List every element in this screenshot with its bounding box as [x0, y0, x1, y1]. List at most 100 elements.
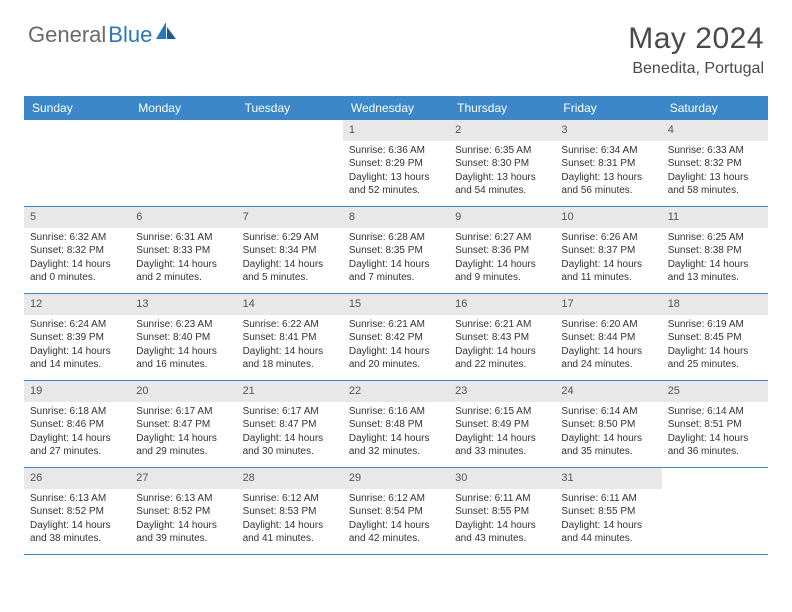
cell-line: Sunset: 8:34 PM: [243, 244, 337, 258]
cell-line: Daylight: 14 hours and 38 minutes.: [30, 519, 124, 546]
calendar-body: 1 Sunrise: 6:36 AMSunset: 8:29 PMDaylight…: [24, 120, 768, 555]
cell-line: Daylight: 13 hours and 52 minutes.: [349, 171, 443, 198]
day-number: 11: [662, 207, 768, 228]
cell-content: Sunrise: 6:34 AMSunset: 8:31 PMDaylight:…: [555, 144, 661, 202]
calendar-row: 5Sunrise: 6:32 AMSunset: 8:32 PMDaylight…: [24, 207, 768, 294]
day-number: 28: [237, 468, 343, 489]
calendar-cell: 4 Sunrise: 6:33 AMSunset: 8:32 PMDaylight…: [662, 120, 768, 206]
cell-line: Daylight: 14 hours and 14 minutes.: [30, 345, 124, 372]
calendar-cell: [662, 468, 768, 554]
cell-line: Daylight: 14 hours and 2 minutes.: [136, 258, 230, 285]
cell-line: Sunrise: 6:14 AM: [561, 405, 655, 419]
day-number: 4: [662, 120, 768, 141]
day-number: 30: [449, 468, 555, 489]
cell-line: Daylight: 14 hours and 25 minutes.: [668, 345, 762, 372]
cell-content: Sunrise: 6:26 AMSunset: 8:37 PMDaylight:…: [555, 231, 661, 289]
cell-line: Daylight: 14 hours and 13 minutes.: [668, 258, 762, 285]
calendar-cell: 14Sunrise: 6:22 AMSunset: 8:41 PMDayligh…: [237, 294, 343, 380]
cell-content: Sunrise: 6:33 AMSunset: 8:32 PMDaylight:…: [662, 144, 768, 202]
calendar-cell: 11Sunrise: 6:25 AMSunset: 8:38 PMDayligh…: [662, 207, 768, 293]
cell-line: Daylight: 13 hours and 54 minutes.: [455, 171, 549, 198]
cell-line: Sunrise: 6:27 AM: [455, 231, 549, 245]
calendar-cell: 8Sunrise: 6:28 AMSunset: 8:35 PMDaylight…: [343, 207, 449, 293]
cell-line: Sunset: 8:43 PM: [455, 331, 549, 345]
cell-content: Sunrise: 6:11 AMSunset: 8:55 PMDaylight:…: [555, 492, 661, 550]
calendar-cell: 29Sunrise: 6:12 AMSunset: 8:54 PMDayligh…: [343, 468, 449, 554]
cell-line: Sunrise: 6:32 AM: [30, 231, 124, 245]
cell-line: Sunrise: 6:11 AM: [455, 492, 549, 506]
cell-line: Sunrise: 6:21 AM: [455, 318, 549, 332]
calendar-cell: 30Sunrise: 6:11 AMSunset: 8:55 PMDayligh…: [449, 468, 555, 554]
cell-line: Sunset: 8:55 PM: [561, 505, 655, 519]
cell-line: Sunrise: 6:16 AM: [349, 405, 443, 419]
calendar-cell: 3Sunrise: 6:34 AMSunset: 8:31 PMDaylight…: [555, 120, 661, 206]
cell-line: Sunrise: 6:33 AM: [668, 144, 762, 158]
cell-line: Sunrise: 6:22 AM: [243, 318, 337, 332]
calendar: SundayMondayTuesdayWednesdayThursdayFrid…: [24, 96, 768, 555]
calendar-row: 1 Sunrise: 6:36 AMSunset: 8:29 PMDaylight…: [24, 120, 768, 207]
day-number: 12: [24, 294, 130, 315]
day-number: 10: [555, 207, 661, 228]
day-number: 1: [343, 120, 449, 141]
cell-line: Daylight: 14 hours and 9 minutes.: [455, 258, 549, 285]
cell-line: Sunset: 8:31 PM: [561, 157, 655, 171]
day-number: 2: [449, 120, 555, 141]
calendar-cell: 27Sunrise: 6:13 AMSunset: 8:52 PMDayligh…: [130, 468, 236, 554]
cell-line: Sunset: 8:32 PM: [30, 244, 124, 258]
cell-line: Daylight: 14 hours and 11 minutes.: [561, 258, 655, 285]
calendar-cell: 12Sunrise: 6:24 AMSunset: 8:39 PMDayligh…: [24, 294, 130, 380]
cell-line: Sunset: 8:53 PM: [243, 505, 337, 519]
cell-line: Sunset: 8:40 PM: [136, 331, 230, 345]
cell-line: Sunset: 8:33 PM: [136, 244, 230, 258]
cell-line: Sunset: 8:47 PM: [136, 418, 230, 432]
cell-line: Sunset: 8:45 PM: [668, 331, 762, 345]
day-number: 13: [130, 294, 236, 315]
cell-content: Sunrise: 6:36 AMSunset: 8:29 PMDaylight:…: [343, 144, 449, 202]
calendar-cell: 22Sunrise: 6:16 AMSunset: 8:48 PMDayligh…: [343, 381, 449, 467]
cell-content: Sunrise: 6:16 AMSunset: 8:48 PMDaylight:…: [343, 405, 449, 463]
day-number: 26: [24, 468, 130, 489]
cell-line: Sunrise: 6:24 AM: [30, 318, 124, 332]
calendar-header-cell: Saturday: [662, 96, 768, 120]
cell-line: Sunrise: 6:13 AM: [136, 492, 230, 506]
cell-line: Sunset: 8:52 PM: [30, 505, 124, 519]
cell-content: Sunrise: 6:21 AMSunset: 8:43 PMDaylight:…: [449, 318, 555, 376]
cell-line: Sunset: 8:38 PM: [668, 244, 762, 258]
cell-line: Sunrise: 6:29 AM: [243, 231, 337, 245]
calendar-cell: 13 Sunrise: 6:23 AMSunset: 8:40 PMDayligh…: [130, 294, 236, 380]
calendar-cell: 25Sunrise: 6:14 AMSunset: 8:51 PMDayligh…: [662, 381, 768, 467]
day-number: 20: [130, 381, 236, 402]
calendar-cell: [24, 120, 130, 206]
cell-line: Sunrise: 6:36 AM: [349, 144, 443, 158]
cell-content: Sunrise: 6:20 AMSunset: 8:44 PMDaylight:…: [555, 318, 661, 376]
cell-line: Sunset: 8:37 PM: [561, 244, 655, 258]
calendar-header-cell: Friday: [555, 96, 661, 120]
calendar-cell: 16 Sunrise: 6:21 AMSunset: 8:43 PMDayligh…: [449, 294, 555, 380]
day-number: 27: [130, 468, 236, 489]
cell-line: Sunrise: 6:23 AM: [136, 318, 230, 332]
cell-line: Sunset: 8:42 PM: [349, 331, 443, 345]
cell-content: Sunrise: 6:29 AMSunset: 8:34 PMDaylight:…: [237, 231, 343, 289]
cell-content: Sunrise: 6:23 AMSunset: 8:40 PMDaylight:…: [130, 318, 236, 376]
calendar-header-cell: Monday: [130, 96, 236, 120]
cell-content: Sunrise: 6:35 AMSunset: 8:30 PMDaylight:…: [449, 144, 555, 202]
day-number: 17: [555, 294, 661, 315]
calendar-header-row: SundayMondayTuesdayWednesdayThursdayFrid…: [24, 96, 768, 120]
calendar-header-cell: Tuesday: [237, 96, 343, 120]
cell-line: Sunrise: 6:19 AM: [668, 318, 762, 332]
day-number: 18: [662, 294, 768, 315]
cell-content: Sunrise: 6:19 AMSunset: 8:45 PMDaylight:…: [662, 318, 768, 376]
day-number: 16: [449, 294, 555, 315]
cell-line: Sunrise: 6:21 AM: [349, 318, 443, 332]
cell-line: Sunset: 8:51 PM: [668, 418, 762, 432]
month-title: May 2024: [628, 22, 764, 56]
day-number: 19: [24, 381, 130, 402]
cell-line: Sunrise: 6:15 AM: [455, 405, 549, 419]
cell-line: Daylight: 14 hours and 43 minutes.: [455, 519, 549, 546]
day-number: 14: [237, 294, 343, 315]
cell-content: Sunrise: 6:17 AMSunset: 8:47 PMDaylight:…: [237, 405, 343, 463]
calendar-header-cell: Thursday: [449, 96, 555, 120]
cell-line: Sunset: 8:47 PM: [243, 418, 337, 432]
calendar-cell: 7Sunrise: 6:29 AMSunset: 8:34 PMDaylight…: [237, 207, 343, 293]
cell-line: Sunrise: 6:28 AM: [349, 231, 443, 245]
